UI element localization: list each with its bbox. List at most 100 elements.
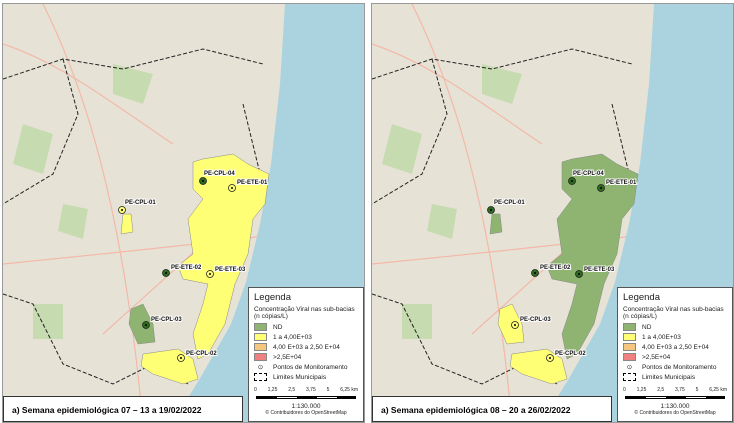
legend-points: ⊙ Pontos de Monitoramento <box>623 362 727 372</box>
subbasin-cpl03[interactable] <box>128 303 156 345</box>
subbasin-cpl01[interactable] <box>120 213 134 235</box>
station-label: PE-CPL-02 <box>186 351 217 357</box>
subbasin-main[interactable] <box>177 153 270 360</box>
vegetation <box>382 64 522 339</box>
station-dot <box>534 272 536 274</box>
scale-ratio: 1:130.000 <box>291 403 321 410</box>
legend-swatch <box>254 343 267 351</box>
subbasin-cpl01[interactable] <box>489 213 503 235</box>
legend-swatch <box>623 323 636 331</box>
legend-item: 1 a 4,00E+03 <box>254 332 358 342</box>
legend-points: ⊙ Pontos de Monitoramento <box>254 362 358 372</box>
subbasin-main[interactable] <box>546 153 639 360</box>
legend-item: 4,00 E+03 a 2,50 E+04 <box>254 342 358 352</box>
legend-item: ND <box>254 322 358 332</box>
legend: Legenda Concentração Viral nas sub-bacia… <box>248 287 364 422</box>
vegetation <box>13 64 153 339</box>
station-dot <box>571 180 573 182</box>
legend-item: ND <box>623 322 727 332</box>
map-panel-2[interactable]: PE-CPL-04 PE-ETE-01 PE-CPL-01 PE-ETE-02 PE-E… <box>371 3 734 423</box>
scale-tick: 3,75 <box>306 387 316 393</box>
station-label: PE-ETE-02 <box>171 265 202 271</box>
station-label: PE-ETE-01 <box>237 180 268 186</box>
legend-title: Legenda <box>623 292 660 303</box>
scale-tick: 6,25 km <box>709 387 727 393</box>
legend-item: 4,00 E+03 a 2,50 E+04 <box>623 342 727 352</box>
station-dot <box>202 180 204 182</box>
station-dot <box>165 272 167 274</box>
legend-limits: Limites Municipais <box>254 372 358 382</box>
station-dot <box>145 324 147 326</box>
legend-swatch <box>254 353 267 361</box>
legend-item: >2,5E+04 <box>254 352 358 362</box>
scale-bar: 0 1,25 2,5 3,75 5 6,25 km <box>623 387 727 403</box>
legend-swatch <box>254 333 267 341</box>
attribution: © Contribuidores do OpenStreetMap <box>265 410 347 416</box>
caption-text: a) Semana epidemiológica 07 – 13 a 19/02… <box>12 405 202 415</box>
legend-item-label: ND <box>273 323 283 331</box>
legend-item-label: 1 a 4,00E+03 <box>642 333 681 341</box>
station-label: PE-CPL-02 <box>555 351 586 357</box>
legend-item: >2,5E+04 <box>623 352 727 362</box>
scale-tick: 3,75 <box>675 387 685 393</box>
legend-subtitle: Concentração Viral nas sub-bacias (n cóp… <box>623 306 724 320</box>
legend-item-label: ND <box>642 323 652 331</box>
point-icon: ⊙ <box>257 364 264 371</box>
station-dot <box>490 209 492 211</box>
station-label: PE-CPL-03 <box>151 317 182 323</box>
legend-title: Legenda <box>254 292 291 303</box>
station-dot <box>209 273 211 275</box>
scale-tick: 2,5 <box>657 387 665 393</box>
station-label: PE-CPL-04 <box>204 171 235 177</box>
scale-tick: 0 <box>254 387 257 393</box>
station-dot <box>514 324 516 326</box>
station-label: PE-CPL-04 <box>573 171 604 177</box>
station-dot <box>121 209 123 211</box>
station-label: PE-CPL-01 <box>125 200 156 206</box>
scale-tick: 1,25 <box>636 387 647 393</box>
legend-item-label: 1 a 4,00E+03 <box>273 333 312 341</box>
point-icon: ⊙ <box>626 364 633 371</box>
subbasin-cpl03[interactable] <box>497 303 525 345</box>
legend: Legenda Concentração Viral nas sub-bacia… <box>617 287 733 422</box>
dashed-box-icon <box>623 373 636 381</box>
caption-text: a) Semana epidemiológica 08 – 20 a 26/02… <box>381 405 571 415</box>
scale-ratio: 1:130.000 <box>660 403 690 410</box>
scale-tick: 0 <box>623 387 626 393</box>
station-label: PE-CPL-03 <box>520 317 551 323</box>
station-dot <box>231 187 233 189</box>
station-dot <box>578 273 580 275</box>
legend-swatch <box>623 353 636 361</box>
roads <box>3 4 364 422</box>
scale-tick: 1,25 <box>267 387 278 393</box>
legend-swatch <box>254 323 267 331</box>
station-label: PE-ETE-01 <box>606 180 637 186</box>
map-panel-1[interactable]: PE-CPL-04 PE-ETE-01 PE-CPL-01 PE-ETE-02 PE-E… <box>2 3 365 423</box>
map-caption: a) Semana epidemiológica 07 – 13 a 19/02… <box>3 396 243 422</box>
station-dot <box>180 357 182 359</box>
station-dot <box>549 357 551 359</box>
legend-item-label: >2,5E+04 <box>273 353 302 361</box>
station-label: PE-CPL-01 <box>494 200 525 206</box>
station-label: PE-ETE-03 <box>215 267 246 273</box>
scale-tick: 5 <box>326 387 330 393</box>
legend-swatch <box>623 333 636 341</box>
scale-tick: 2,5 <box>288 387 296 393</box>
legend-swatch <box>623 343 636 351</box>
legend-item-label: 4,00 E+03 a 2,50 E+04 <box>273 343 340 351</box>
station-dot <box>600 187 602 189</box>
roads <box>372 4 733 422</box>
scale-tick: 6,25 km <box>340 387 358 393</box>
legend-limits: Limites Municipais <box>623 372 727 382</box>
legend-subtitle: Concentração Viral nas sub-bacias (n cóp… <box>254 306 355 320</box>
legend-item-label: >2,5E+04 <box>642 353 671 361</box>
scale-tick: 5 <box>695 387 699 393</box>
legend-item: 1 a 4,00E+03 <box>623 332 727 342</box>
legend-item-label: 4,00 E+03 a 2,50 E+04 <box>642 343 709 351</box>
dashed-box-icon <box>254 373 267 381</box>
map-caption: a) Semana epidemiológica 08 – 20 a 26/02… <box>372 396 612 422</box>
station-label: PE-ETE-03 <box>584 267 615 273</box>
